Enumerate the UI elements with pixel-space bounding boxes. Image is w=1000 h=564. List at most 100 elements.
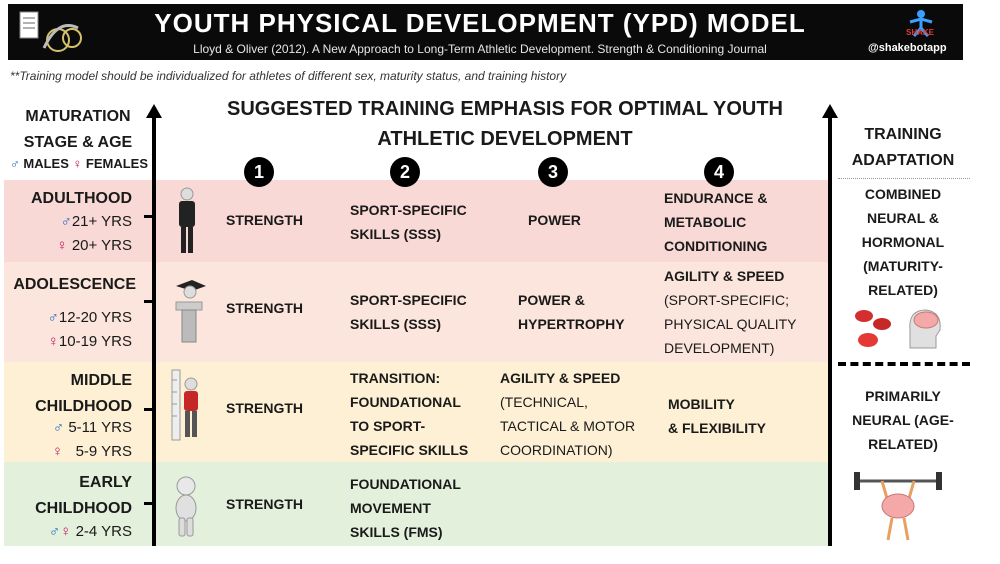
age-value: 21+ YRS [71, 213, 132, 230]
maturation-heading-line1: MATURATION [25, 108, 131, 125]
cell-line: SKILLS (FMS) [350, 524, 443, 540]
adaptation-heading-line2: ADAPTATION [851, 152, 955, 169]
female-symbol-icon: ♀ [51, 443, 64, 460]
band-adulthood [4, 180, 828, 262]
cell-line: FOUNDATIONAL [350, 394, 461, 410]
stage-line: CHILDHOOD [35, 500, 132, 517]
cell-line: AGILITY & SPEED [500, 370, 621, 386]
cell-early-2: FOUNDATIONAL MOVEMENT SKILLS (FMS) [350, 472, 461, 544]
tick-adolescence [144, 300, 154, 303]
male-symbol-icon: ♂ [60, 213, 72, 230]
age-middle-female: ♀ 5-9 YRS [4, 440, 132, 464]
center-title-line1: SUGGESTED TRAINING EMPHASIS FOR OPTIMAL … [227, 98, 783, 120]
maturation-heading-line2: STAGE & AGE [23, 134, 133, 151]
adaptation-line: NEURAL & [866, 210, 940, 226]
right-heading-separator [838, 178, 970, 179]
female-symbol-icon: ♀ [47, 333, 59, 350]
stage-early-childhood: EARLY CHILDHOOD [4, 470, 132, 522]
cell-line: DEVELOPMENT) [664, 340, 775, 356]
cell-adulthood-4: ENDURANCE & METABOLIC CONDITIONING [664, 186, 767, 258]
age-adolescence-female: ♀10-19 YRS [4, 330, 132, 354]
sex-legend: ♂ MALES ♀ FEMALES [10, 156, 155, 171]
cell-middle-2: TRANSITION: FOUNDATIONAL TO SPORT- SPECI… [350, 366, 468, 462]
cell-line: HYPERTROPHY [518, 316, 625, 332]
disclaimer-note: **Training model should be individualize… [10, 69, 567, 83]
adaptation-line: HORMONAL [861, 234, 945, 250]
cell-adolescence-1: STRENGTH [226, 300, 303, 316]
cell-middle-4: MOBILITY & FLEXIBILITY [668, 392, 766, 440]
adaptation-line: COMBINED [864, 186, 942, 202]
male-symbol-icon: ♂ [47, 309, 59, 326]
adaptation-line: RELATED) [868, 436, 938, 452]
cell-line: FOUNDATIONAL [350, 476, 461, 492]
cell-early-1: STRENGTH [226, 496, 303, 512]
male-symbol-icon: ♂ [52, 419, 69, 436]
age-value: 5-9 YRS [75, 443, 132, 460]
maturation-heading: MATURATION STAGE & AGE [4, 104, 152, 156]
child-height-figure-icon [171, 369, 198, 441]
column-number-2: 2 [390, 157, 420, 187]
female-symbol-icon: ♀ [60, 523, 76, 540]
age-adolescence-male: ♂12-20 YRS [4, 306, 132, 330]
age-adulthood-male: ♂21+ YRS [4, 210, 132, 234]
cell-line: TRANSITION: [350, 370, 441, 386]
tick-early [144, 502, 154, 505]
column-number-4: 4 [704, 157, 734, 187]
male-symbol-icon: ♂ [48, 523, 61, 540]
column-number-3: 3 [538, 157, 568, 187]
left-axis-arrowhead [146, 104, 162, 118]
brain-head-icon [909, 309, 941, 349]
band-adolescence [4, 262, 828, 362]
red-blood-cells-icon [855, 310, 891, 347]
tick-adulthood [144, 215, 154, 218]
cell-line: ENDURANCE & [664, 190, 768, 206]
age-value: 12-20 YRS [58, 309, 132, 326]
right-axis-arrowhead [822, 104, 838, 118]
age-adulthood-female: ♀ 20+ YRS [4, 234, 132, 258]
cell-line: MOBILITY [668, 396, 735, 412]
training-adaptation-heading: TRAINING ADAPTATION [838, 122, 968, 174]
adult-figure-icon [179, 187, 195, 253]
cell-line: MOVEMENT [350, 500, 431, 516]
males-label: MALES [23, 156, 69, 171]
adaptation-line: PRIMARILY [865, 388, 941, 404]
page-title: YOUTH PHYSICAL DEVELOPMENT (YPD) MODEL [154, 8, 806, 38]
cell-line: CONDITIONING [664, 238, 768, 254]
adaptation-upper: COMBINED NEURAL & HORMONAL (MATURITY- RE… [838, 182, 968, 302]
adaptation-divider [838, 362, 970, 366]
brain-lifting-barbell-icon [854, 472, 942, 541]
stage-line: CHILDHOOD [35, 398, 132, 415]
adaptation-line: RELATED) [868, 282, 938, 298]
svg-text:SHAKE: SHAKE [906, 28, 935, 37]
age-early-both: ♂♀ 2-4 YRS [4, 520, 132, 544]
stage-line: MIDDLE [70, 372, 132, 389]
cell-line: (SPORT-SPECIFIC; [664, 292, 789, 308]
cell-line: COORDINATION) [500, 442, 613, 458]
cell-middle-1: STRENGTH [226, 400, 303, 416]
age-value: 20+ YRS [71, 237, 132, 254]
stage-line: EARLY [79, 474, 132, 491]
band-early-childhood [4, 462, 828, 546]
cell-adulthood-2: SPORT-SPECIFIC SKILLS (SSS) [350, 198, 467, 246]
cell-adulthood-3: POWER [528, 212, 581, 228]
cell-line: POWER & [518, 292, 585, 308]
cell-line: SKILLS (SSS) [350, 316, 442, 332]
females-label: FEMALES [85, 156, 148, 171]
left-axis-line [152, 116, 156, 546]
gymnast-logo-icon [19, 11, 82, 52]
right-axis-line [828, 116, 832, 546]
adaptation-line: (MATURITY- [863, 258, 943, 274]
citation: Lloyd & Oliver (2012). A New Approach to… [193, 42, 767, 56]
stage-adolescence: ADOLESCENCE [13, 276, 136, 293]
cell-line: (TECHNICAL, [500, 394, 588, 410]
cell-adolescence-4: AGILITY & SPEED (SPORT-SPECIFIC; PHYSICA… [664, 264, 797, 360]
adaptation-lower: PRIMARILY NEURAL (AGE- RELATED) [838, 384, 968, 456]
cell-line: AGILITY & SPEED [664, 268, 785, 284]
toddler-figure-icon [175, 476, 197, 537]
header-bar [8, 4, 963, 60]
adaptation-line: NEURAL (AGE- [852, 412, 954, 428]
female-symbol-icon: ♀ [72, 156, 83, 171]
cell-adolescence-2: SPORT-SPECIFIC SKILLS (SSS) [350, 288, 467, 336]
tick-middle [144, 408, 154, 411]
cell-line: TO SPORT- [350, 418, 426, 434]
